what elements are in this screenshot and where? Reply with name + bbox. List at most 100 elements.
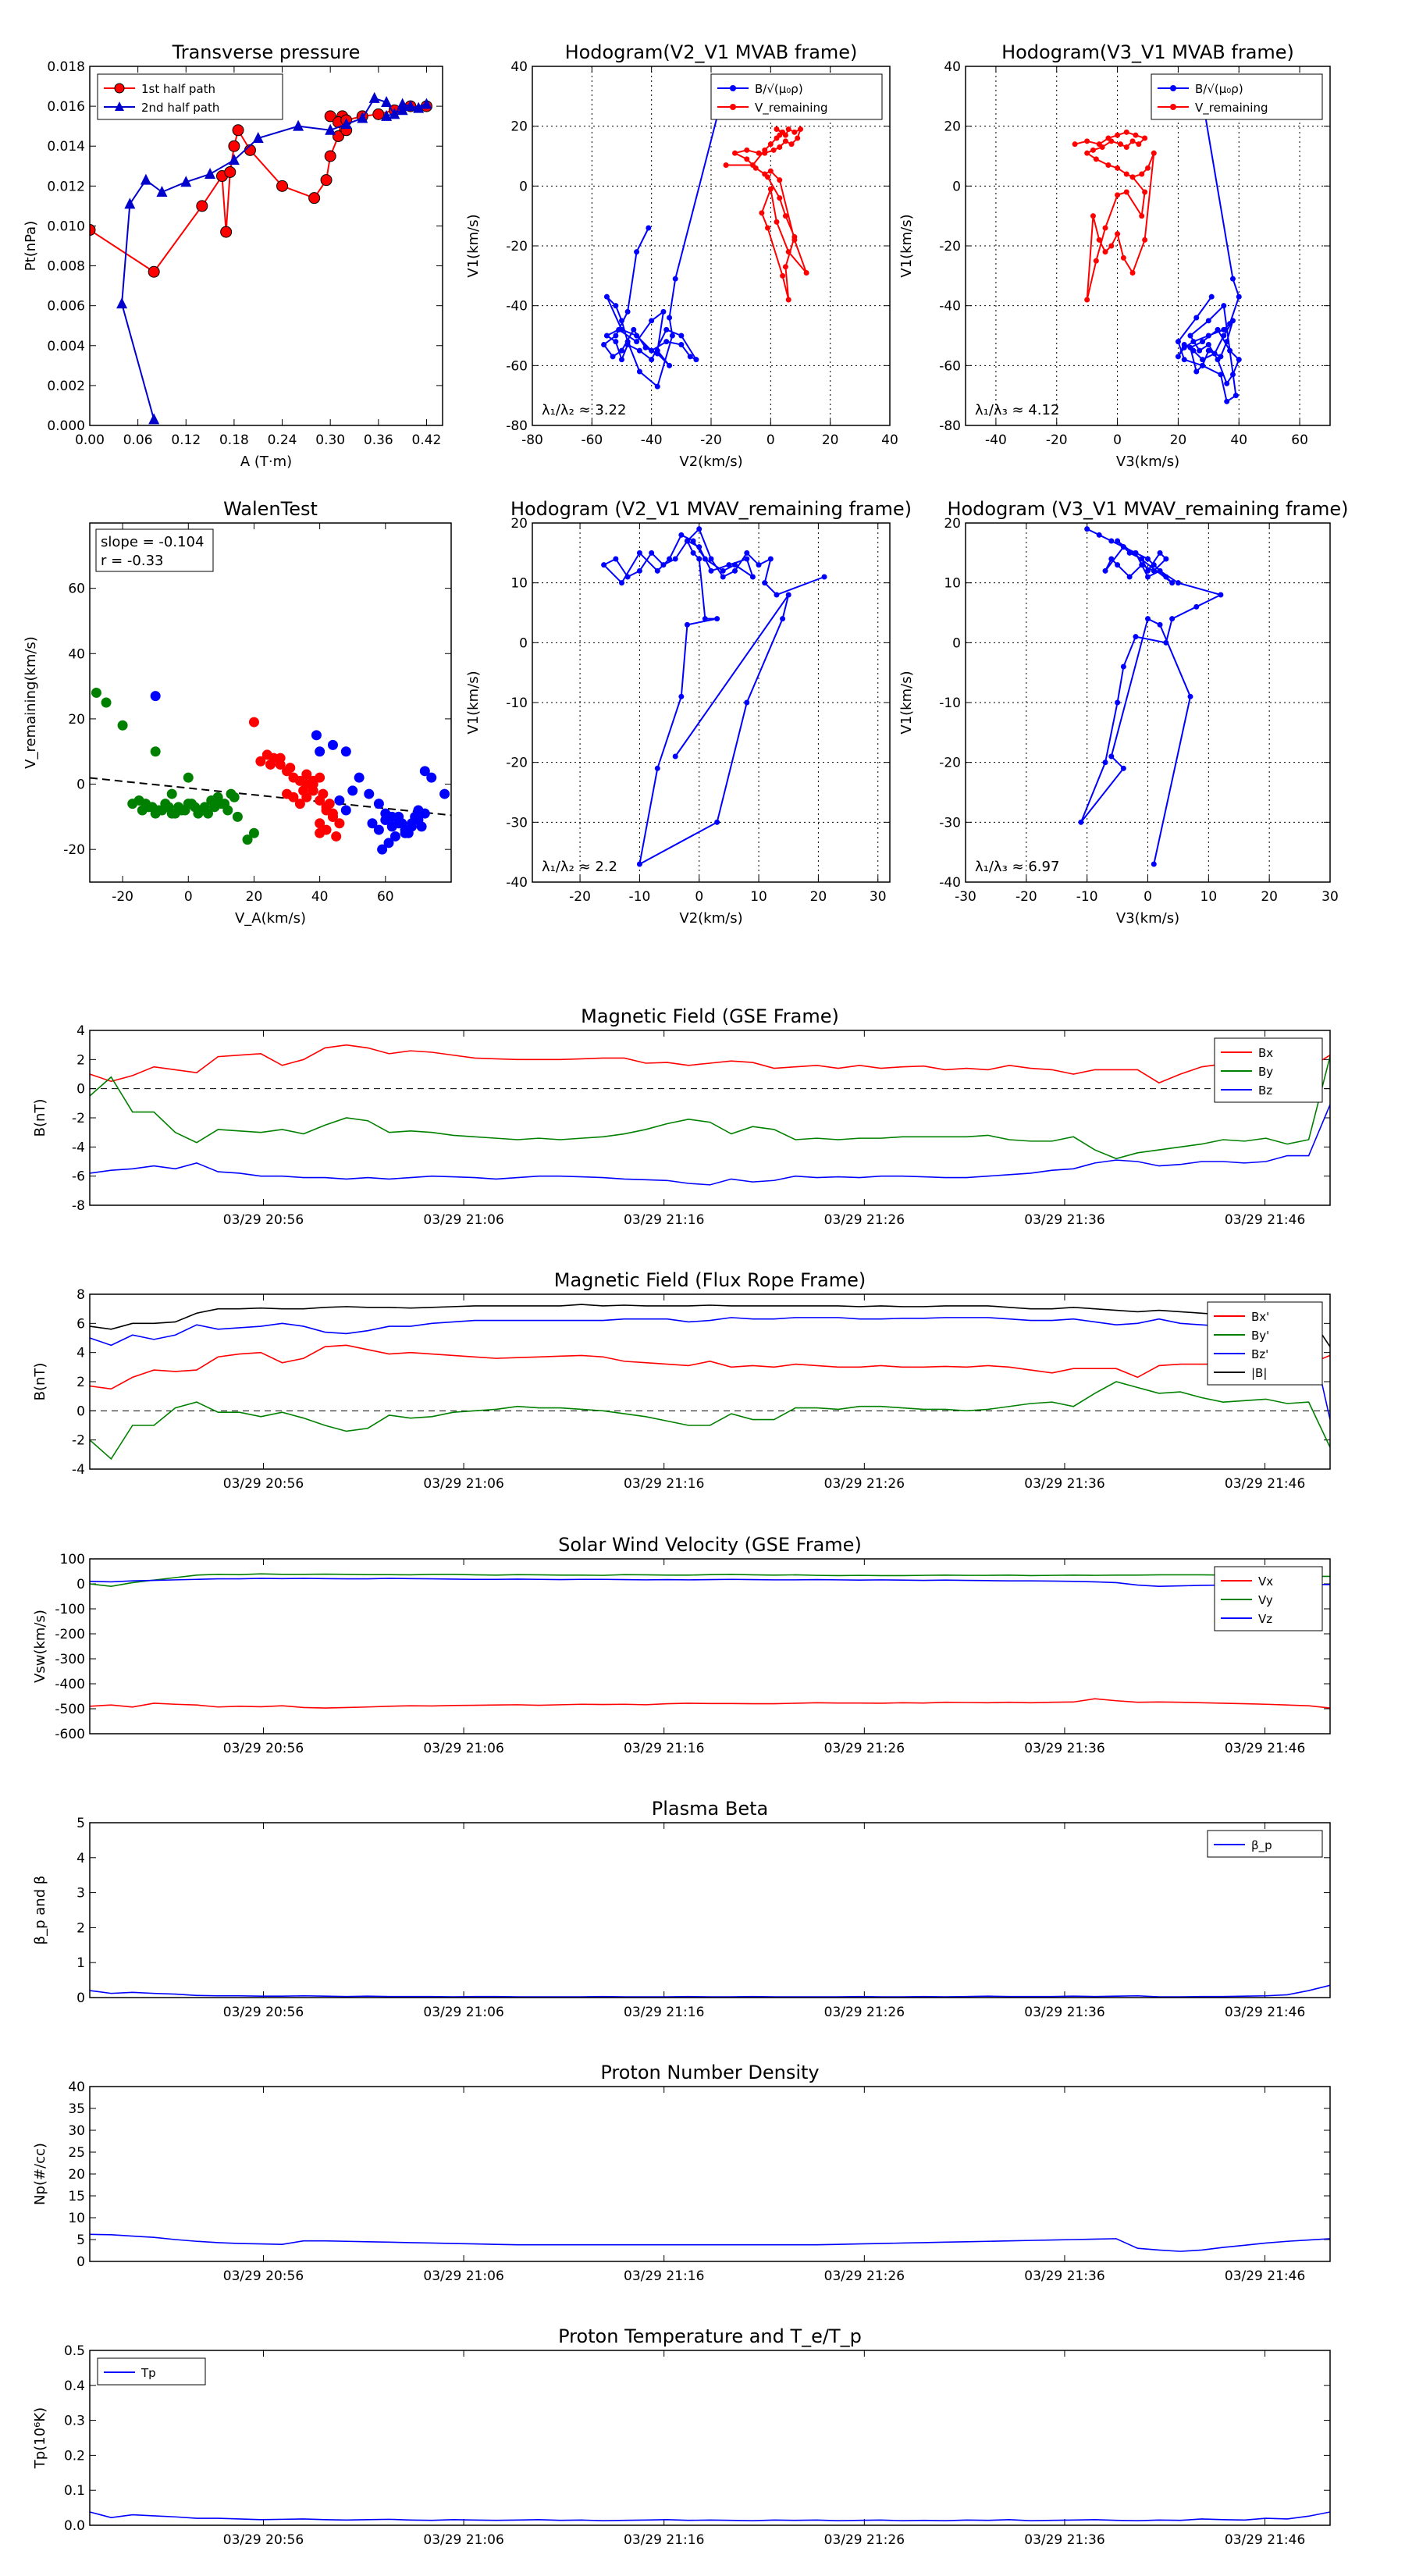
walen-panel: WalenTest -20 0 20 40 60 -20 0 20 40 60 V_A(km/s) V_… <box>23 498 452 927</box>
h2-point <box>1200 357 1206 363</box>
h2-point <box>1205 347 1211 354</box>
h2-legend-label: B/√(μ₀ρ) <box>1195 82 1243 96</box>
vsw-series-line <box>90 1578 1330 1588</box>
h1-legend-marker <box>730 85 736 91</box>
h2-point <box>1123 144 1129 150</box>
h1-ytick-label: 40 <box>510 59 528 75</box>
h2-point <box>1084 297 1090 303</box>
h4-point <box>1163 639 1169 646</box>
h2-point <box>1208 294 1215 300</box>
tp-xtick-label: 0.42 <box>412 432 442 448</box>
tp-point <box>340 118 352 130</box>
walen-point <box>416 821 427 832</box>
h2-point <box>1197 347 1203 354</box>
tp-point <box>389 108 400 119</box>
walen-point <box>219 799 230 809</box>
h1-point <box>788 141 795 148</box>
h4-point <box>1151 562 1157 568</box>
h1-point <box>649 357 655 363</box>
h1-point <box>660 308 667 315</box>
bgse-series-line <box>90 1044 1330 1084</box>
walen-point <box>327 811 338 822</box>
beta-xtick-label: 03/29 21:46 <box>1225 2005 1305 2020</box>
h2-point <box>1224 380 1230 386</box>
tp2-ytick-label: 0.1 <box>64 2483 85 2499</box>
h3-point <box>744 556 750 562</box>
walen-point <box>294 799 305 809</box>
walen-xtick-label: 20 <box>246 889 263 905</box>
beta-xtick-label: 03/29 21:06 <box>423 2005 503 2020</box>
h4-point <box>1108 538 1115 544</box>
tp2-xtick-label: 03/29 21:16 <box>624 2532 704 2548</box>
vsw-ytick-label: -100 <box>55 1602 85 1617</box>
bgse-xtick-label: 03/29 21:06 <box>423 1212 503 1228</box>
bfr-series-line <box>90 1344 1330 1390</box>
h1-legend-box <box>710 73 883 120</box>
tp-legend-marker <box>114 83 125 94</box>
walen-ytick-label: 40 <box>68 646 85 662</box>
h3-panel: Hodogram (V2_V1 MVAV_remaining frame) -40… <box>465 498 912 927</box>
h1-ytick-label: -60 <box>506 358 528 374</box>
h1-point <box>634 249 640 255</box>
walen-ytick-label: 60 <box>68 582 85 597</box>
h2-point <box>1221 303 1227 309</box>
tp-point <box>357 112 368 123</box>
h1-point <box>791 129 798 135</box>
tp2-xtick-label: 03/29 21:36 <box>1024 2532 1104 2548</box>
walen-point <box>248 717 259 728</box>
walen-point <box>318 788 329 799</box>
bfr-ytick-label: -4 <box>72 1462 85 1478</box>
np-xtick-label: 03/29 21:16 <box>624 2268 704 2284</box>
beta-xtick-label: 03/29 20:56 <box>223 2005 304 2020</box>
bfr-ytick-label: 0 <box>76 1404 85 1419</box>
h1-point <box>654 350 660 357</box>
h2-point <box>1142 189 1148 195</box>
h3-point <box>720 568 726 574</box>
h2-plot-area <box>1072 114 1242 404</box>
walen-point <box>340 805 351 816</box>
h4-point <box>1108 556 1115 562</box>
h3-series-line <box>602 527 825 866</box>
tp2-plot-area <box>90 2511 1330 2521</box>
vsw-xtick-label: 03/29 20:56 <box>223 1741 304 1756</box>
h2-legend-label: V_remaining <box>1195 101 1268 116</box>
walen-point <box>265 759 276 770</box>
h2-point <box>1215 326 1221 333</box>
h3-title: Hodogram (V2_V1 MVAV_remaining frame) <box>510 498 912 520</box>
h2-point <box>1181 342 1187 347</box>
h3-xtick-label: -20 <box>569 889 591 905</box>
walen-point <box>380 815 391 826</box>
walen-point <box>180 805 190 816</box>
h1-point <box>767 186 774 192</box>
h4-point <box>1169 616 1176 622</box>
walen-title: WalenTest <box>223 498 318 520</box>
h1-panel: Hodogram(V2_V1 MVAB frame) -80 -60 -40 -20 0 2… <box>465 41 898 470</box>
walen-point <box>301 769 312 780</box>
tp-ytick-label: 0.014 <box>47 139 85 155</box>
walen-ytick-label: -20 <box>63 842 85 858</box>
tp-point <box>252 132 264 143</box>
bfr-series-line <box>90 1317 1330 1420</box>
walen-point <box>153 805 164 816</box>
h4-point <box>1169 580 1176 586</box>
bgse-ytick-label: -8 <box>72 1198 85 1214</box>
h1-point <box>663 339 670 345</box>
h3-point <box>660 562 667 568</box>
h2-ytick-label: 20 <box>944 119 961 135</box>
h4-point <box>1157 550 1163 556</box>
h1-point <box>744 147 750 153</box>
h2-point <box>1129 270 1136 276</box>
h4-point <box>1108 753 1115 760</box>
tp-legend-box <box>97 73 283 120</box>
h1-ytick-label: -40 <box>506 299 528 315</box>
h2-ylabel: V1(km/s) <box>898 214 915 277</box>
h3-point <box>696 556 702 562</box>
h3-ytick-label: -40 <box>506 875 528 891</box>
tp-point <box>220 226 233 238</box>
h1-series-line <box>726 127 808 301</box>
h4-ytick-label: -20 <box>939 756 961 771</box>
bfr-xtick-label: 03/29 21:26 <box>824 1476 905 1492</box>
h2-xtick-label: 20 <box>1170 432 1187 448</box>
tp2-xtick-label: 03/29 21:06 <box>423 2532 503 2548</box>
bgse-ytick-label: 2 <box>76 1052 85 1068</box>
